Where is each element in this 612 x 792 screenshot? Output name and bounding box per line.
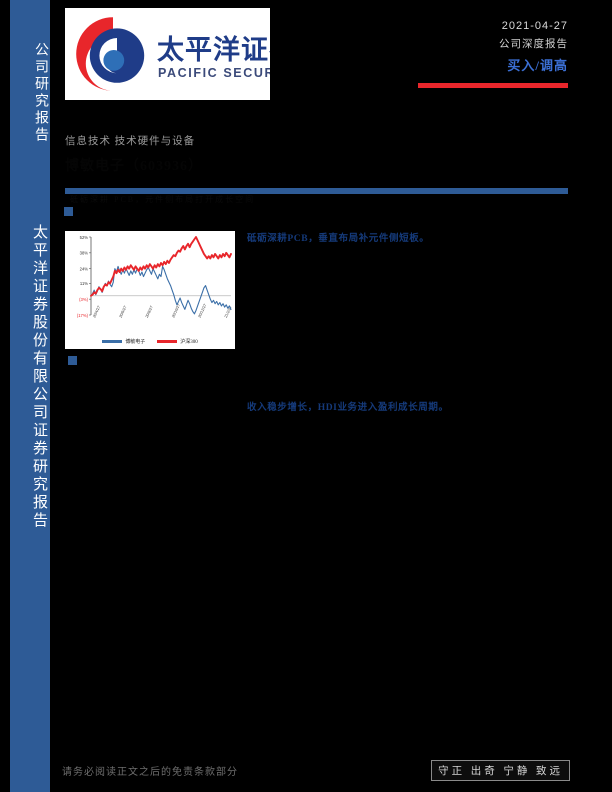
- footer-disclaimer: 请务必阅读正文之后的免责条款部分: [62, 767, 238, 778]
- pacific-securities-logo-icon: [76, 17, 145, 91]
- chart-canvas: 52% 38% 24% 11% (3%) (17%) 20/4/27 20/6/27 20/8/…: [77, 235, 233, 319]
- svg-text:24%: 24%: [80, 266, 89, 271]
- svg-text:11%: 11%: [80, 281, 88, 286]
- company-logo: 太平洋证券 PACIFIC SECURITIES: [65, 8, 270, 100]
- svg-text:52%: 52%: [80, 235, 89, 240]
- page-title: 博敏电子（603936）: [65, 159, 203, 174]
- legend-swatch-1: [157, 340, 178, 343]
- legend-swatch-0: [102, 340, 123, 343]
- bullet-marker-1: [64, 207, 73, 216]
- header-red-rule: [418, 83, 568, 88]
- legend-item-1: 沪深300: [157, 338, 198, 345]
- logo-chinese-name: 太平洋证券: [157, 35, 270, 65]
- svg-text:(3%): (3%): [79, 297, 88, 302]
- logo-english-name: PACIFIC SECURITIES: [158, 66, 270, 80]
- report-meta: 2021-04-27 公司深度报告 买入/调高: [348, 20, 568, 74]
- headline-1: 砥砺深耕PCB，垂直布局补元件侧短板。: [247, 234, 430, 244]
- headline-2: 收入稳步增长，HDI业务进入盈利成长周期。: [247, 403, 449, 413]
- legend-item-0: 博敏电子: [102, 338, 145, 345]
- report-subtitle: 砥砺深耕 PCB，元件侧布局打开成长空间: [70, 195, 256, 204]
- svg-text:20/4/27: 20/4/27: [92, 305, 101, 318]
- bullet-marker-2: [68, 356, 77, 365]
- title-blue-rule: [65, 188, 568, 194]
- industry-classification: 信息技术 技术硬件与设备: [65, 136, 196, 147]
- legend-label-0: 博敏电子: [125, 340, 146, 345]
- svg-text:20/6/27: 20/6/27: [119, 305, 128, 318]
- stock-performance-chart: 52% 38% 24% 11% (3%) (17%) 20/4/27 20/6/27 20/8/…: [65, 231, 235, 349]
- svg-text:20/8/27: 20/8/27: [145, 305, 154, 318]
- legend-label-1: 沪深300: [180, 340, 198, 345]
- svg-text:(17%): (17%): [77, 313, 89, 318]
- report-date: 2021-04-27: [501, 20, 568, 32]
- rating-badge: 买入/调高: [507, 58, 568, 73]
- chart-legend: 博敏电子 沪深300: [65, 338, 235, 345]
- footer-slogan: 守正 出奇 宁静 致远: [431, 760, 570, 781]
- report-type: 公司深度报告: [499, 39, 568, 50]
- left-sidebar: 公司研究报告 太平洋证券股份有限公司证券研究报告: [10, 0, 50, 792]
- svg-text:38%: 38%: [80, 251, 89, 256]
- sidebar-label-pacific-securities: 太平洋证券股份有限公司证券研究报告: [31, 224, 47, 530]
- svg-text:21/2/27: 21/2/27: [224, 305, 233, 318]
- svg-text:20/12/27: 20/12/27: [198, 303, 208, 318]
- svg-text:20/10/27: 20/10/27: [171, 303, 181, 318]
- sidebar-label-company-research: 公司研究报告: [33, 42, 48, 144]
